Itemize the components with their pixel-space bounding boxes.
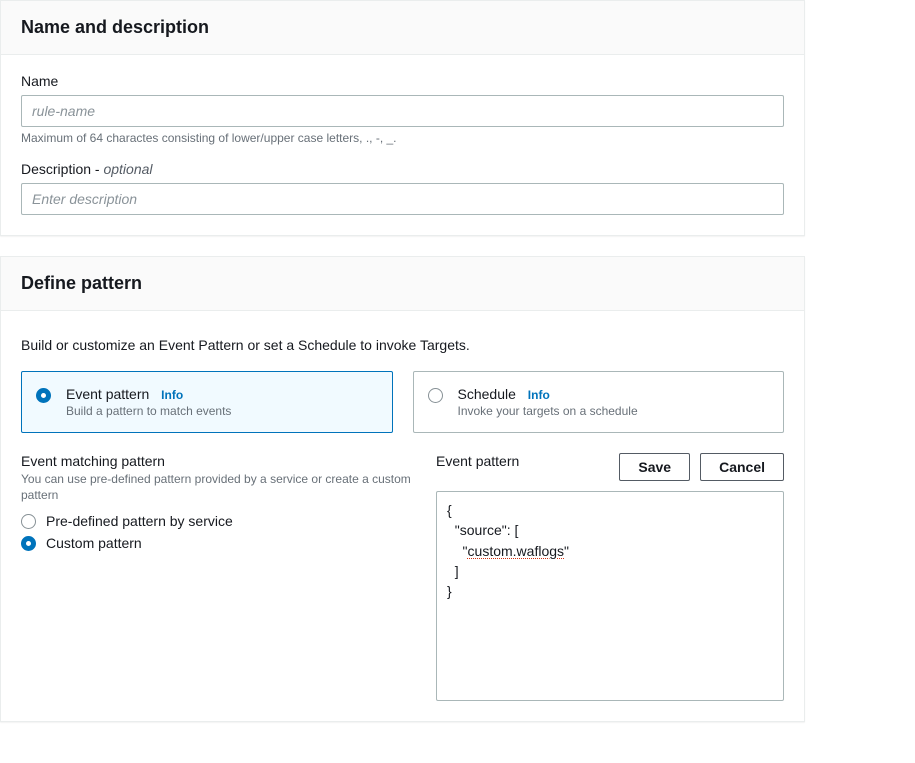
radio-custom-pattern[interactable]: Custom pattern <box>21 535 416 551</box>
name-field: Name Maximum of 64 charactes consisting … <box>21 73 784 145</box>
event-pattern-header: Event pattern Save Cancel <box>436 453 784 481</box>
panel-title: Name and description <box>21 17 784 38</box>
radio-icon <box>21 514 36 529</box>
info-link[interactable]: Info <box>161 388 183 402</box>
description-label-prefix: Description - <box>21 161 103 177</box>
choice-desc: Invoke your targets on a schedule <box>458 404 770 418</box>
event-pattern-editor[interactable]: { "source": [ "custom.waflogs" ] } <box>436 491 784 701</box>
radio-icon <box>428 388 443 403</box>
info-link[interactable]: Info <box>528 388 550 402</box>
name-label: Name <box>21 73 784 89</box>
choice-schedule[interactable]: Schedule Info Invoke your targets on a s… <box>413 371 785 433</box>
define-pattern-panel: Define pattern Build or customize an Eve… <box>0 256 805 722</box>
panel-body: Name Maximum of 64 charactes consisting … <box>1 55 804 235</box>
panel-header: Name and description <box>1 1 804 55</box>
description-input[interactable] <box>21 183 784 215</box>
pattern-intro: Build or customize an Event Pattern or s… <box>21 337 784 353</box>
name-description-panel: Name and description Name Maximum of 64 … <box>0 0 805 236</box>
choice-desc: Build a pattern to match events <box>66 404 378 418</box>
cancel-button[interactable]: Cancel <box>700 453 784 481</box>
radio-label: Pre-defined pattern by service <box>46 513 233 529</box>
description-field: Description - optional <box>21 161 784 215</box>
panel-header: Define pattern <box>1 257 804 311</box>
matching-title: Event matching pattern <box>21 453 416 469</box>
choice-event-pattern[interactable]: Event pattern Info Build a pattern to ma… <box>21 371 393 433</box>
matching-hint: You can use pre-defined pattern provided… <box>21 471 416 503</box>
radio-icon <box>21 536 36 551</box>
event-pattern-column: Event pattern Save Cancel { "source": [ … <box>436 453 784 701</box>
matching-column: Event matching pattern You can use pre-d… <box>21 453 416 557</box>
panel-title: Define pattern <box>21 273 784 294</box>
radio-predefined-pattern[interactable]: Pre-defined pattern by service <box>21 513 416 529</box>
name-input[interactable] <box>21 95 784 127</box>
event-pattern-buttons: Save Cancel <box>619 453 784 481</box>
description-label: Description - optional <box>21 161 784 177</box>
choice-title: Event pattern <box>66 386 149 402</box>
description-label-optional: optional <box>103 161 152 177</box>
event-pattern-title: Event pattern <box>436 453 519 469</box>
pattern-type-choices: Event pattern Info Build a pattern to ma… <box>21 371 784 433</box>
save-button[interactable]: Save <box>619 453 690 481</box>
json-squiggle: custom.waflogs <box>468 543 564 559</box>
radio-label: Custom pattern <box>46 535 142 551</box>
panel-body: Build or customize an Event Pattern or s… <box>1 311 804 721</box>
radio-icon <box>36 388 51 403</box>
choice-title: Schedule <box>458 386 516 402</box>
pattern-columns: Event matching pattern You can use pre-d… <box>21 453 784 701</box>
name-hint: Maximum of 64 charactes consisting of lo… <box>21 131 784 145</box>
